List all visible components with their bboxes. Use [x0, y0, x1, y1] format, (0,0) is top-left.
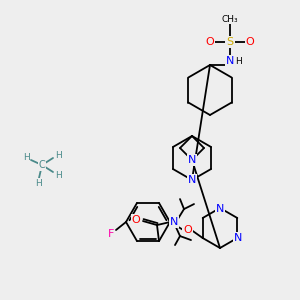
Text: F: F [108, 229, 114, 239]
Text: O: O [246, 37, 254, 47]
Text: C: C [39, 160, 45, 170]
Text: H: H [55, 170, 62, 179]
Text: N: N [234, 233, 242, 243]
Text: O: O [206, 37, 214, 47]
Text: N: N [226, 56, 234, 66]
Text: O: O [183, 225, 192, 235]
Text: H: H [235, 56, 242, 65]
Text: N: N [170, 217, 178, 227]
Text: N: N [188, 175, 196, 185]
Text: CH₃: CH₃ [222, 14, 238, 23]
Text: H: H [34, 178, 41, 188]
Text: N: N [188, 155, 196, 165]
Text: S: S [226, 37, 234, 47]
Text: H: H [22, 152, 29, 161]
Text: H: H [55, 151, 62, 160]
Text: N: N [216, 204, 224, 214]
Text: O: O [132, 215, 140, 225]
